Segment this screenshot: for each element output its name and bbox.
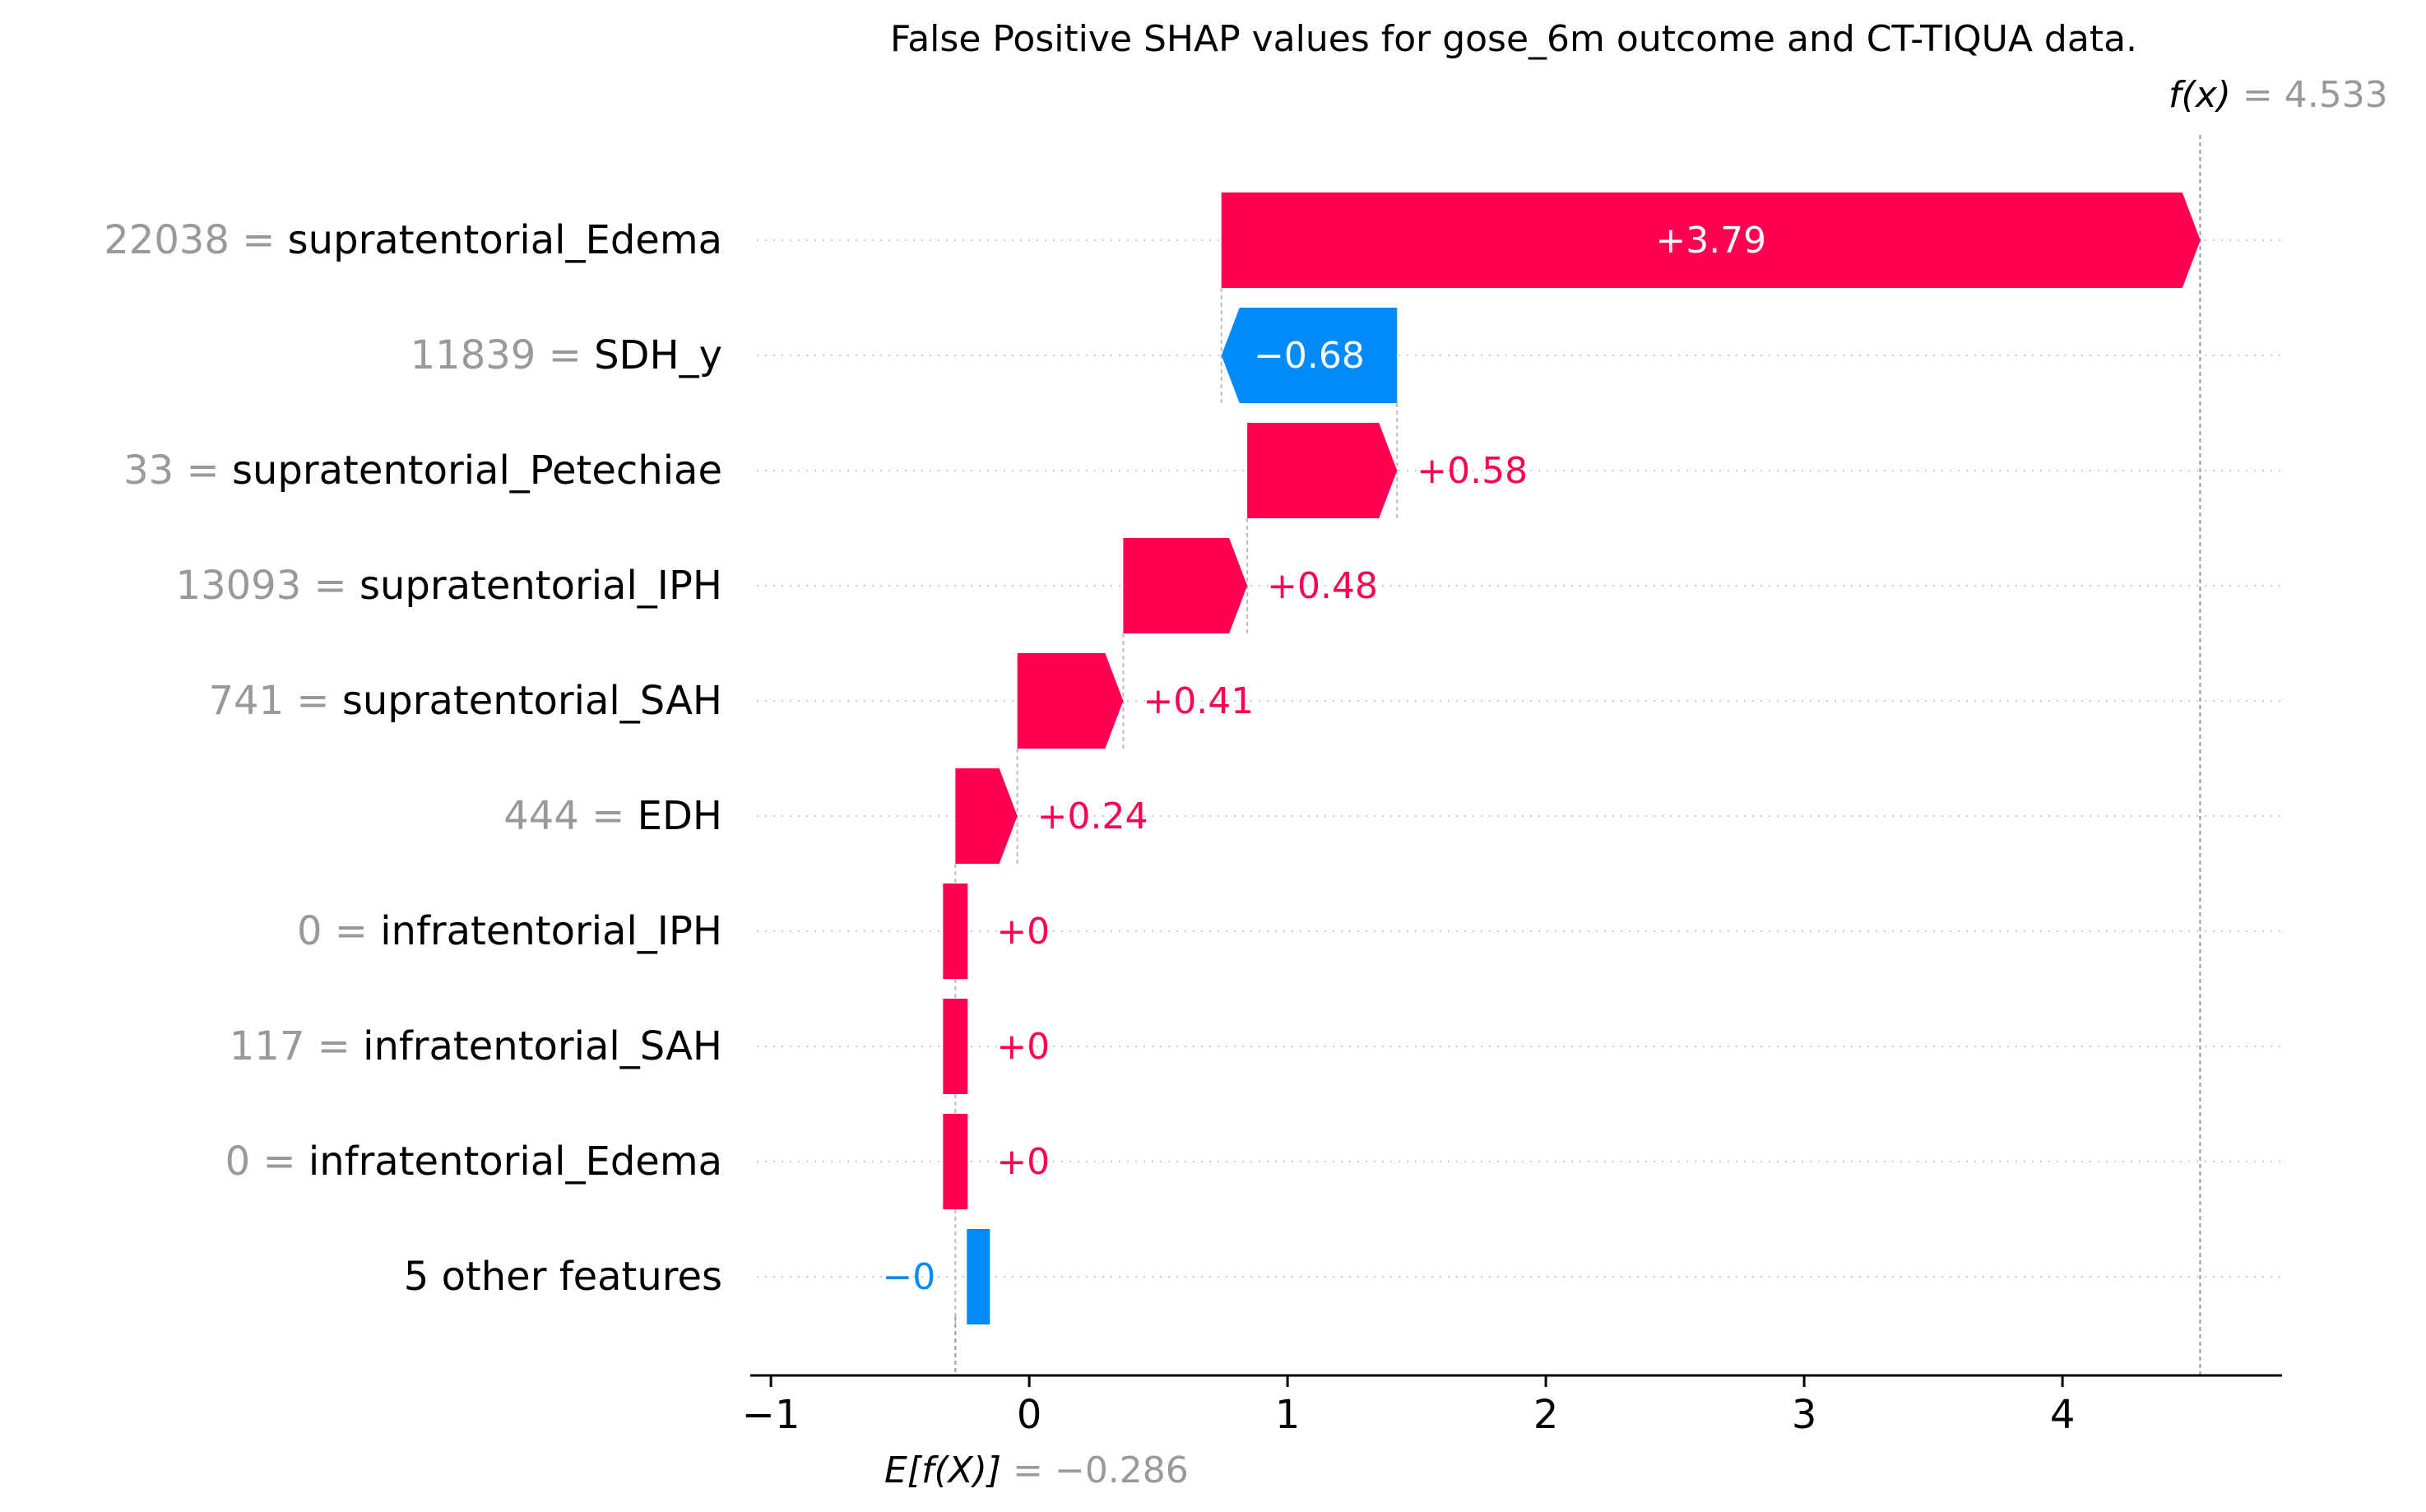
bar-infratentorial-sah (943, 999, 968, 1094)
feature-name: supratentorial_Edema (288, 217, 722, 263)
feature-label: 0 = infratentorial_Edema (225, 1139, 722, 1185)
bar-value-label: +0 (996, 1141, 1050, 1183)
base-value-label: E[f(X)] = −0.286 (884, 1449, 1189, 1491)
feature-value: 33 = (123, 448, 232, 494)
bar-value-label: +0.41 (1143, 680, 1254, 722)
feature-name: supratentorial_SAH (342, 678, 722, 724)
feature-label: 22038 = supratentorial_Edema (104, 217, 722, 263)
bar-value-label: −0 (882, 1256, 935, 1298)
x-tick-label: 0 (1017, 1392, 1042, 1438)
feature-label: 11839 = SDH_y (411, 332, 722, 378)
feature-name: infratentorial_IPH (380, 908, 722, 954)
bar-sdh-y (1221, 308, 1398, 403)
feature-label: 444 = EDH (503, 793, 722, 839)
feature-value: 117 = (230, 1023, 363, 1069)
feature-label: 33 = supratentorial_Petechiae (123, 448, 722, 494)
feature-value: 11839 = (411, 332, 594, 378)
feature-name: infratentorial_SAH (363, 1023, 722, 1069)
feature-name: infratentorial_Edema (308, 1139, 722, 1185)
grid-layer (757, 239, 2282, 1278)
bar-value-label: +3.79 (1655, 220, 1766, 262)
feature-name: supratentorial_Petechiae (232, 448, 722, 494)
feature-value: 13093 = (176, 563, 359, 609)
feature-value: 0 = (225, 1139, 308, 1185)
bar-supratentorial-petechiae (1247, 423, 1398, 518)
bar-supratentorial-iph (1123, 538, 1248, 633)
output-value-func: f(x) (2169, 74, 2243, 116)
bar-infratentorial-edema (943, 1114, 968, 1209)
bar-value-label: +0 (996, 911, 1050, 953)
bar-value-label: +0.58 (1417, 450, 1528, 492)
bar-supratentorial-sah (1017, 653, 1124, 749)
bar-value-label: +0.48 (1267, 565, 1378, 607)
feature-label: 5 other features (404, 1254, 722, 1300)
x-tick-label: 4 (2050, 1392, 2076, 1438)
feature-name: SDH_y (594, 332, 722, 378)
bar-infratentorial-iph (943, 884, 968, 979)
bar-5-other-features (967, 1229, 990, 1324)
base-value-text: = −0.286 (1013, 1449, 1189, 1491)
x-tick-label: 3 (1792, 1392, 1817, 1438)
feature-name: 5 other features (404, 1254, 722, 1300)
x-axis: −1 0 1 2 3 4 (742, 1374, 2282, 1438)
feature-value: 741 = (209, 678, 342, 724)
feature-value: 22038 = (104, 217, 287, 263)
feature-label: 741 = supratentorial_SAH (209, 678, 722, 724)
x-tick-label: 2 (1533, 1392, 1559, 1438)
bar-edh (955, 768, 1018, 864)
bars-layer (943, 192, 2201, 1324)
feature-value: 444 = (503, 793, 637, 839)
bar-value-label: −0.68 (1254, 335, 1365, 377)
chart-title: False Positive SHAP values for gose_6m o… (890, 18, 2137, 60)
bar-value-label: +0 (996, 1026, 1050, 1068)
feature-value: 0 = (297, 908, 380, 954)
output-value-text: = 4.533 (2243, 74, 2388, 116)
bar-value-label: +0.24 (1037, 795, 1148, 837)
feature-label: 117 = infratentorial_SAH (230, 1023, 722, 1069)
x-tick-label: 1 (1275, 1392, 1301, 1438)
x-tick-label: −1 (742, 1392, 800, 1438)
connector-lines-layer (954, 135, 2201, 1375)
feature-name: supratentorial_IPH (359, 563, 722, 609)
output-value-label: f(x) = 4.533 (2169, 74, 2388, 116)
feature-name: EDH (638, 793, 722, 839)
bar-supratentorial-edema (1221, 192, 2201, 288)
feature-label: 13093 = supratentorial_IPH (176, 563, 722, 609)
base-value-func: E[f(X)] (884, 1449, 1013, 1491)
feature-label: 0 = infratentorial_IPH (297, 908, 722, 954)
